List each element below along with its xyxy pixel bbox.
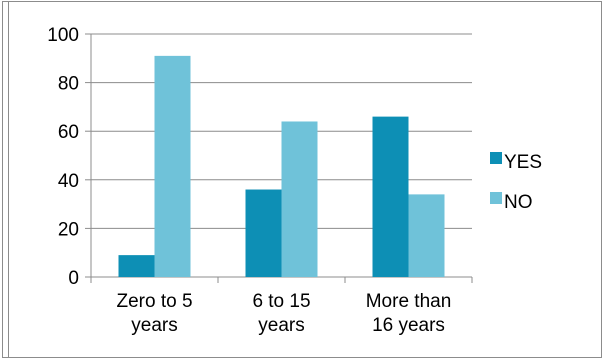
- y-tick-label: 100: [47, 25, 79, 46]
- y-tick-label: 60: [58, 122, 79, 143]
- x-tick-label: Zero to 5: [116, 291, 192, 312]
- bar-no-3: [408, 194, 445, 277]
- x-tick-label: More than: [366, 291, 452, 312]
- bar-no-1: [154, 55, 191, 278]
- bar-yes-3: [372, 116, 409, 278]
- x-tick-label: years: [258, 315, 304, 336]
- legend-label-no: NO: [504, 192, 533, 213]
- bar-no-2: [281, 121, 318, 277]
- legend-label-yes: YES: [504, 152, 542, 173]
- x-tick-label: 6 to 15: [252, 291, 310, 312]
- legend-swatch-yes: [490, 152, 502, 164]
- chart-border: [2, 1, 602, 358]
- y-tick-label: 40: [58, 171, 79, 192]
- chart-inner-border: [8, 1, 602, 358]
- y-tick-label: 0: [68, 268, 79, 289]
- legend-swatch-no: [490, 192, 502, 204]
- bar-yes-1: [118, 255, 155, 277]
- x-tick-label: 16 years: [372, 315, 445, 336]
- y-tick-label: 20: [58, 219, 79, 240]
- y-tick-label: 80: [58, 74, 79, 95]
- bar-yes-2: [245, 189, 282, 277]
- x-tick-label: years: [131, 315, 177, 336]
